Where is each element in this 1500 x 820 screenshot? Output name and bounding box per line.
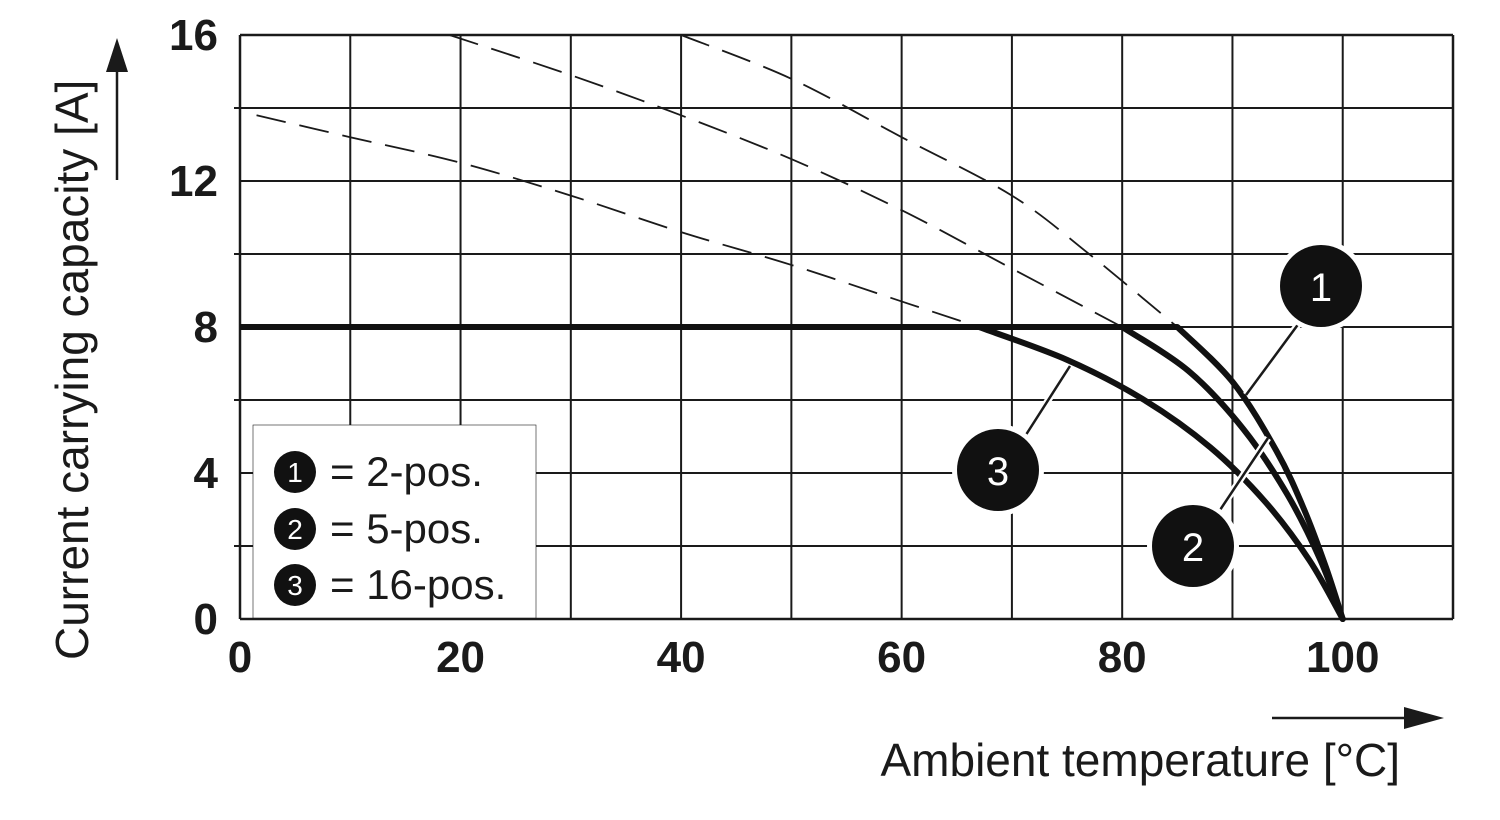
legend: 1 = 2-pos. 2 = 5-pos. 3 = 16-pos. (252, 424, 537, 619)
dashed-curve-1 (680, 34, 1178, 328)
legend-marker-label-1: 1 (287, 457, 303, 488)
y-tick-labels: 0 4 8 12 16 (169, 11, 218, 644)
y-axis-label: Current carrying capacity [A] (46, 80, 98, 660)
legend-marker-1 (274, 451, 316, 493)
x-axis-arrow-head (1404, 707, 1444, 729)
x-axis-title: Ambient temperature [°C] (881, 707, 1444, 786)
x-tick-label: 40 (657, 633, 706, 682)
callout-leader-3-stroke (1020, 365, 1072, 442)
legend-text-1: = 2-pos. (330, 448, 483, 495)
solid-curve-2 (1119, 324, 1346, 622)
y-tick-label: 12 (169, 157, 218, 206)
dashed-curve-2 (449, 34, 1123, 328)
callout-label-2: 2 (1182, 526, 1204, 570)
legend-item-2: 2 = 5-pos. (274, 505, 483, 552)
legend-item-1: 1 = 2-pos. (274, 448, 483, 495)
callout-3: 3 (952, 364, 1073, 516)
y-tick-label: 8 (194, 303, 218, 352)
y-axis-arrow-head (106, 38, 128, 72)
legend-text-2: = 5-pos. (330, 505, 483, 552)
callout-label-3: 3 (987, 450, 1009, 494)
callout-badge-3 (957, 429, 1039, 511)
y-axis-title: Current carrying capacity [A] (46, 38, 128, 660)
extrapolated-curves (256, 34, 1178, 328)
callout-1: 1 (1243, 240, 1367, 398)
callout-2: 2 (1147, 436, 1271, 592)
callout-label-1: 1 (1310, 266, 1332, 310)
x-tick-label: 60 (877, 633, 926, 682)
x-tick-label: 0 (228, 633, 252, 682)
legend-marker-label-2: 2 (287, 514, 303, 545)
y-tick-label: 0 (194, 595, 218, 644)
legend-marker-3 (274, 564, 316, 606)
x-axis-label: Ambient temperature [°C] (881, 734, 1401, 786)
derating-curves (240, 324, 1346, 622)
dashed-curve-3 (256, 114, 980, 328)
x-tick-label: 80 (1098, 633, 1147, 682)
solid-curve-3 (975, 324, 1346, 622)
legend-marker-2 (274, 508, 316, 550)
callout-leader-2-stroke (1216, 437, 1270, 514)
callout-badge-1 (1280, 245, 1362, 327)
callout-badge-2 (1152, 505, 1234, 587)
x-tick-label: 20 (436, 633, 485, 682)
callout-leader-1-stroke (1244, 314, 1307, 396)
legend-marker-label-3: 3 (287, 570, 303, 601)
x-tick-labels: 0 20 40 60 80 100 (228, 633, 1380, 682)
y-tick-label: 4 (194, 449, 219, 498)
legend-item-3: 3 = 16-pos. (274, 561, 506, 608)
legend-text-3: = 16-pos. (330, 561, 506, 608)
x-tick-label: 100 (1306, 633, 1379, 682)
y-tick-label: 16 (169, 11, 218, 60)
